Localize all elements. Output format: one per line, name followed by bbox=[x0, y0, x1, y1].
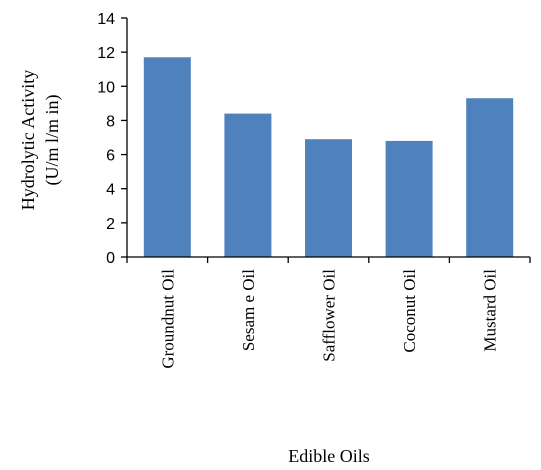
x-category-label: Mustard Oil bbox=[481, 269, 500, 352]
y-axis-title: Hydrolytic Activity (U/m l/m in) bbox=[18, 70, 63, 210]
x-category-label: Coconut Oil bbox=[400, 269, 419, 353]
y-tick-label: 4 bbox=[106, 182, 115, 199]
y-tick-label: 12 bbox=[97, 45, 115, 62]
x-axis-category-labels: Groundnut Oil Sesam e Oil Safflower Oil Coc… bbox=[158, 269, 499, 369]
y-tick-label: 14 bbox=[97, 11, 115, 28]
bar-safflower-oil bbox=[305, 139, 352, 257]
y-tick-label: 10 bbox=[97, 79, 115, 96]
bar-sesam-e-oil bbox=[224, 113, 272, 257]
bar-mustard-oil bbox=[466, 98, 514, 257]
x-category-label: Safflower Oil bbox=[320, 269, 339, 362]
y-axis-title-line2: (U/m l/m in) bbox=[42, 95, 63, 186]
y-tick-label: 0 bbox=[106, 250, 115, 267]
y-axis-ticks: 0 2 4 6 8 10 12 14 bbox=[97, 11, 127, 267]
x-category-label: Sesam e Oil bbox=[239, 269, 258, 351]
y-tick-label: 6 bbox=[106, 148, 115, 165]
y-tick-label: 2 bbox=[106, 216, 115, 233]
x-axis-ticks bbox=[126, 257, 531, 263]
bar-series bbox=[143, 57, 514, 258]
x-category-label: Groundnut Oil bbox=[158, 269, 177, 369]
bar-groundnut-oil bbox=[143, 57, 191, 258]
bar-coconut-oil bbox=[385, 140, 433, 257]
y-axis-title-line1: Hydrolytic Activity bbox=[18, 70, 38, 210]
x-axis-title: Edible Oils bbox=[288, 446, 370, 466]
y-tick-label: 8 bbox=[106, 113, 115, 130]
